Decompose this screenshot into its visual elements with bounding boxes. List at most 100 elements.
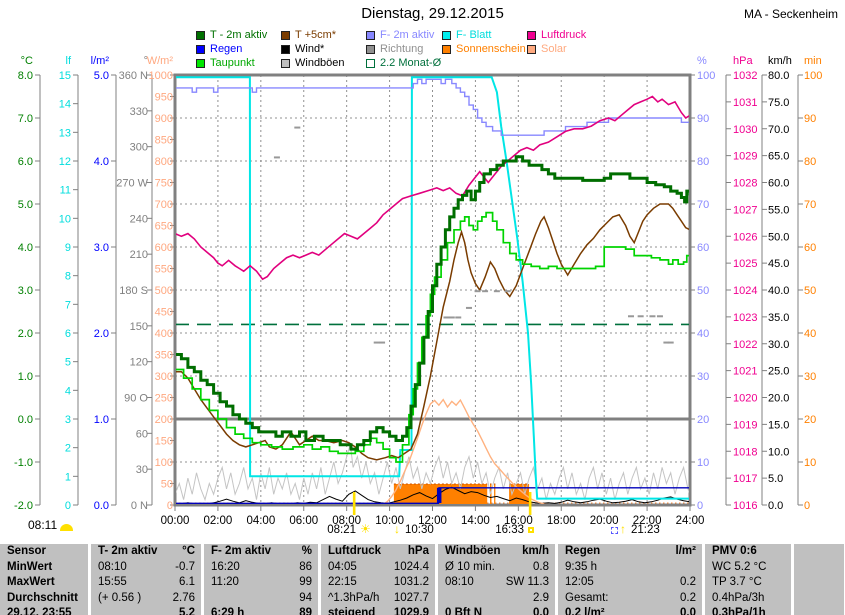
rain-bar (436, 487, 442, 503)
svg-text:360 N: 360 N (119, 70, 148, 82)
svg-text:02:00: 02:00 (204, 515, 233, 527)
svg-text:20.0: 20.0 (768, 393, 789, 405)
svg-text:330: 330 (130, 106, 148, 118)
legend-item-windboeen: Windböen (281, 56, 345, 70)
svg-text:2.0: 2.0 (18, 328, 33, 340)
table-column-4: Windböen km/h Ø 10 min. 0.8 08:10 SW 11.3 2.9 0… (438, 544, 555, 615)
svg-text:270 W: 270 W (116, 178, 148, 190)
table-row-cell: Gesamt: 0.2 (565, 591, 696, 604)
table-row-cell: TP 3.7 °C (712, 576, 762, 588)
legend-label: T +5cm* (295, 29, 337, 41)
svg-text:800: 800 (155, 156, 173, 168)
svg-text:hPa: hPa (733, 55, 753, 67)
table-column-6: PMV 0:6 WC 5.2 °C TP 3.7 °C 0.4hPa/3h 0.3hPa… (705, 544, 791, 615)
svg-text:70.0: 70.0 (768, 124, 789, 136)
svg-text:6.0: 6.0 (18, 156, 33, 168)
svg-text:1027: 1027 (733, 204, 757, 216)
svg-text:70: 70 (697, 199, 709, 211)
svg-text:14: 14 (59, 99, 71, 111)
table-column-5: Regen l/m² 9:35 h 12:05 0.2 Gesamt: 0.2 0.2 l/m… (558, 544, 702, 615)
svg-text:20: 20 (697, 414, 709, 426)
table-column-1: T- 2m aktiv °C 08:10 -0.7 15:55 6.1 (+ 0.56 ) 2… (91, 544, 201, 615)
svg-text:75.0: 75.0 (768, 97, 789, 109)
legend-label: F- 2m aktiv (380, 29, 435, 41)
svg-text:1023: 1023 (733, 312, 757, 324)
svg-text:11: 11 (60, 185, 71, 197)
svg-text:22:00: 22:00 (633, 515, 662, 527)
f2m-swatch-icon (366, 30, 375, 40)
svg-text:50.0: 50.0 (768, 231, 789, 243)
svg-text:3: 3 (65, 414, 71, 426)
series-t5cm (176, 203, 689, 461)
table-row-cell: Ø 10 min. 0.8 (445, 560, 549, 573)
table-row-cell: 94 (299, 591, 312, 604)
legend-item-f2m: F- 2m aktiv (366, 28, 441, 42)
legend-item-monat: 2.2 Monat-Ø (366, 56, 441, 70)
table-row-cell: 0.3hPa/1h (712, 607, 766, 615)
svg-text:04:00: 04:00 (246, 515, 275, 527)
svg-text:5.0: 5.0 (18, 199, 33, 211)
svg-text:18:00: 18:00 (547, 515, 576, 527)
svg-text:10.0: 10.0 (768, 446, 789, 458)
table-row-cell: 11:20 99 (211, 576, 312, 588)
table-row-cell: MaxWert (7, 576, 55, 588)
legend-item-fblatt: F- Blatt (442, 28, 526, 42)
svg-text:08:00: 08:00 (332, 515, 361, 527)
sunrise-time-label: 08:21 (327, 524, 356, 536)
svg-text:700: 700 (155, 199, 173, 211)
svg-text:750: 750 (155, 178, 173, 190)
table-row-cell: 29.12. 23:55 (7, 607, 72, 615)
svg-text:16:00: 16:00 (504, 515, 533, 527)
table-row-cell: 5.2 (179, 607, 195, 615)
svg-text:8: 8 (65, 271, 71, 283)
svg-text:10: 10 (697, 457, 709, 469)
svg-text:1021: 1021 (733, 366, 757, 378)
legend-label: Sonnenschein (456, 43, 526, 55)
svg-text:850: 850 (155, 135, 173, 147)
table-row-cell: Luftdruck hPa (328, 545, 429, 557)
svg-text:15.0: 15.0 (768, 419, 789, 431)
t5cm-swatch-icon (281, 30, 290, 40)
sonnenschein-block (494, 484, 496, 504)
table-row-cell: PMV 0:6 (712, 545, 757, 557)
table-row-cell (794, 575, 844, 591)
sunset-square-icon (528, 527, 534, 533)
svg-text:250: 250 (155, 393, 173, 405)
svg-text:90: 90 (697, 113, 709, 125)
svg-text:min: min (804, 55, 822, 67)
table-row-cell: 16:20 86 (211, 560, 312, 573)
svg-text:60.0: 60.0 (768, 178, 789, 190)
svg-text:5: 5 (65, 357, 71, 369)
legend-label: Solar (541, 43, 567, 55)
series-t2m (176, 155, 689, 451)
svg-text:15: 15 (59, 70, 71, 82)
moonrise-arrow-icon: ↑ (620, 522, 626, 536)
svg-text:120: 120 (130, 357, 148, 369)
table-row-cell: ^1.3hPa/h 1027.7 (328, 591, 429, 604)
legend-label: T - 2m aktiv (210, 29, 268, 41)
svg-text:20: 20 (804, 414, 816, 426)
svg-text:06:00: 06:00 (289, 515, 318, 527)
legend-item-richtung: Richtung (366, 42, 441, 56)
svg-text:°: ° (144, 55, 148, 67)
svg-text:1000: 1000 (149, 70, 173, 82)
svg-text:70: 70 (804, 199, 816, 211)
table-row-cell: F- 2m aktiv% (211, 545, 312, 557)
table-row-cell: 9:35 h (565, 560, 597, 573)
table-row-cell: 08:10 SW 11.3 (445, 576, 549, 588)
moon-icon (611, 527, 618, 534)
svg-text:400: 400 (155, 328, 173, 340)
svg-text:40: 40 (804, 328, 816, 340)
sun-icon: ☀ (360, 522, 371, 536)
series-luftdruck (176, 95, 689, 281)
svg-text:550: 550 (155, 264, 173, 276)
svg-text:30: 30 (804, 371, 816, 383)
table-row-cell: T- 2m aktiv °C (98, 545, 195, 557)
svg-text:950: 950 (155, 92, 173, 104)
svg-text:60: 60 (697, 242, 709, 254)
legend-label: Luftdruck (541, 29, 587, 41)
svg-text:1025: 1025 (733, 258, 757, 270)
svg-text:5.0: 5.0 (94, 70, 109, 82)
svg-text:25.0: 25.0 (768, 366, 789, 378)
